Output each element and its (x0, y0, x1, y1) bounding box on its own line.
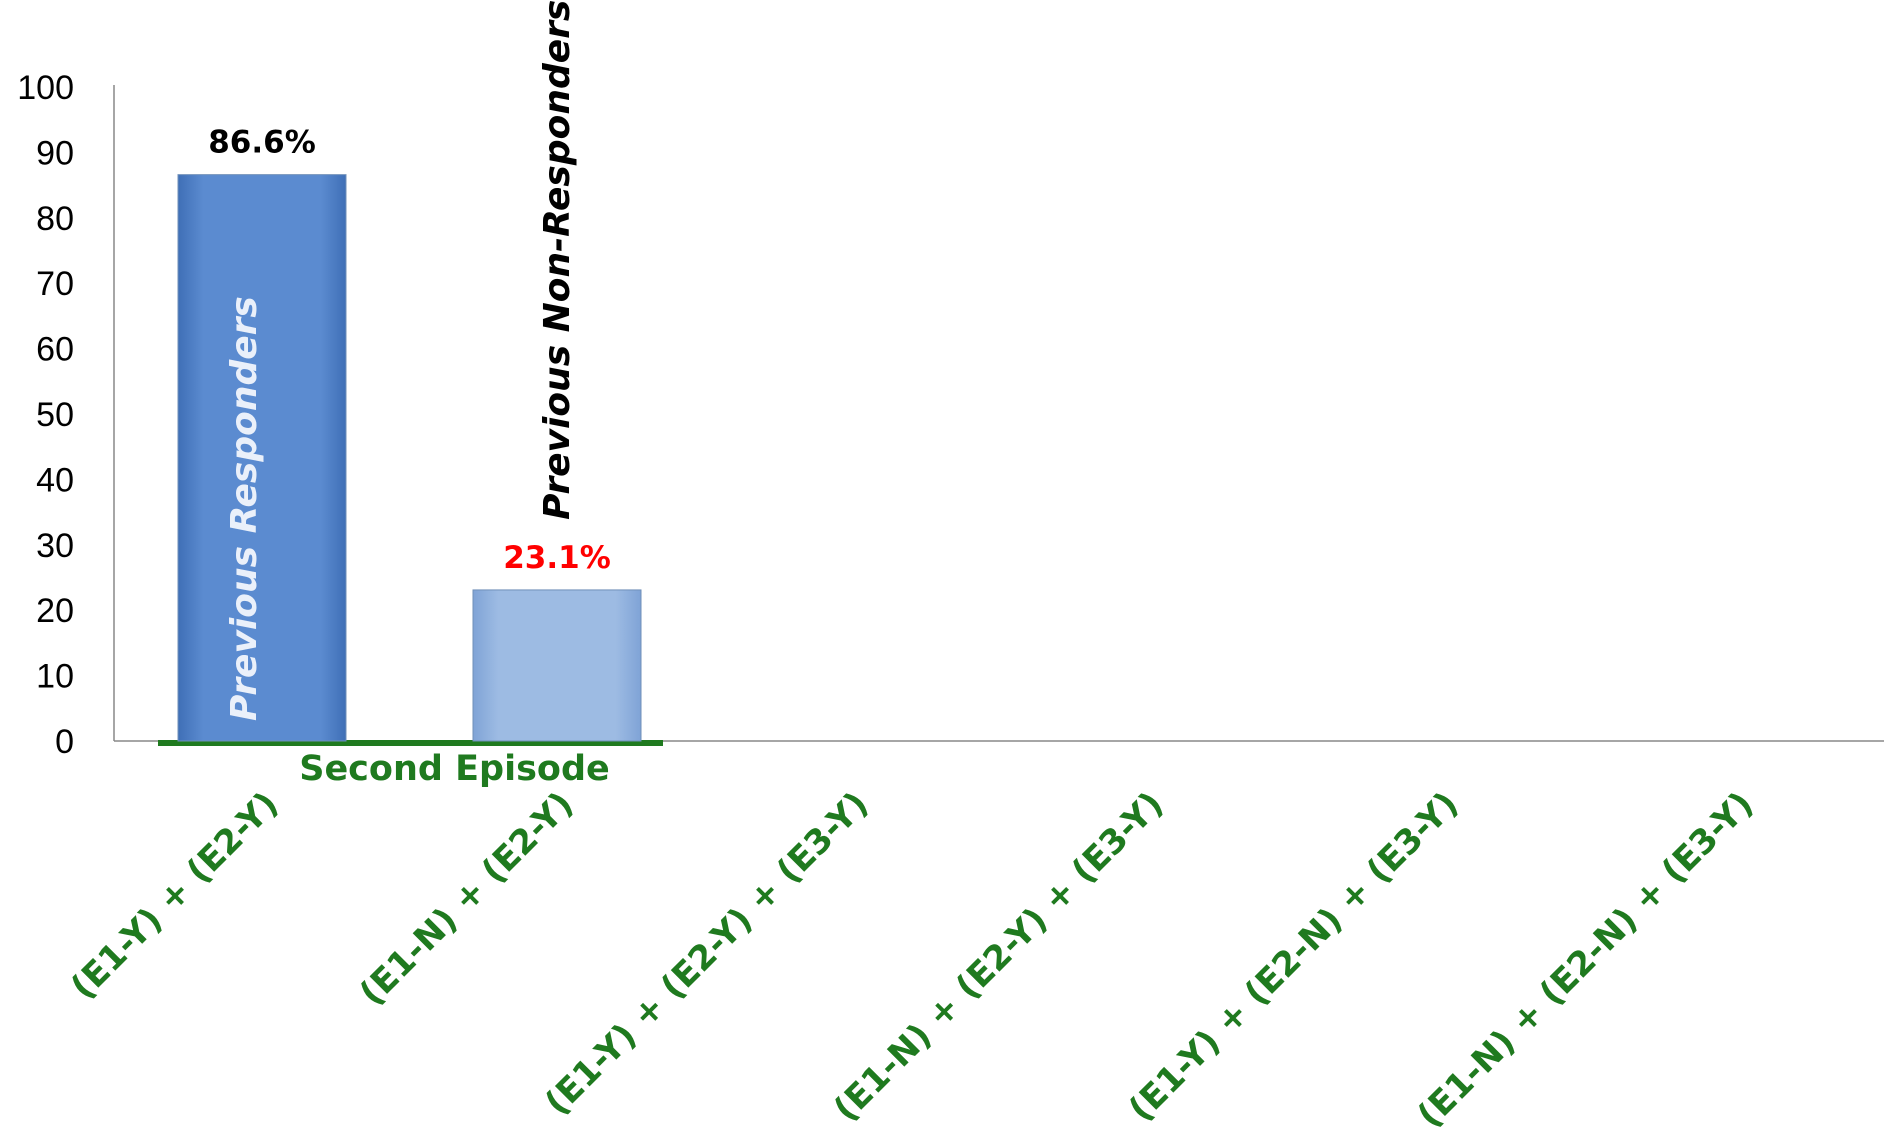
x-tick-label: (E1-N) + (E2-Y) + (E3-Y) (826, 784, 1171, 1129)
y-axis: 0 10 20 30 40 50 60 70 80 90 100 (17, 69, 115, 761)
x-tick-label: (E1-Y) + (E2-Y) (63, 784, 286, 1007)
annotations: Previous Responders Previous Non-Responde… (224, 0, 578, 721)
y-tick-label: 30 (36, 527, 74, 565)
y-tick-label: 20 (36, 592, 74, 630)
x-tick-label: (E1-Y) + (E2-Y) + (E3-Y) (537, 784, 876, 1123)
x-tick-label: (E1-N) + (E2-N) + (E3-Y) (1410, 784, 1761, 1131)
bars (177, 174, 642, 742)
y-tick-label: 100 (17, 69, 74, 107)
bar-1 (472, 589, 642, 742)
y-tick-label: 70 (36, 265, 74, 303)
bar-0 (177, 174, 347, 742)
y-tick-label: 50 (36, 396, 74, 434)
y-tick-label: 40 (36, 461, 74, 499)
data-labels: 86.6% 23.1% (208, 125, 611, 576)
y-tick-label: 80 (36, 200, 74, 238)
y-tick-label: 90 (36, 134, 74, 172)
y-tick-label: 60 (36, 331, 74, 369)
annotation-previous-responders: Previous Responders (224, 296, 265, 721)
data-label-1: 23.1% (503, 540, 611, 576)
y-tick-label: 0 (55, 723, 74, 761)
annotation-previous-non-responders: Previous Non-Responders (537, 0, 578, 520)
group-label: Second Episode (299, 749, 610, 789)
x-tick-label: (E1-Y) + (E2-N) + (E3-Y) (1121, 784, 1466, 1129)
x-tick-label: (E1-N) + (E2-Y) (352, 784, 581, 1013)
y-tick-label: 10 (36, 658, 74, 696)
data-label-0: 86.6% (208, 125, 316, 161)
x-axis: Second Episode (E1-Y) + (E2-Y) (E1-N) + (E… (63, 740, 1884, 1131)
